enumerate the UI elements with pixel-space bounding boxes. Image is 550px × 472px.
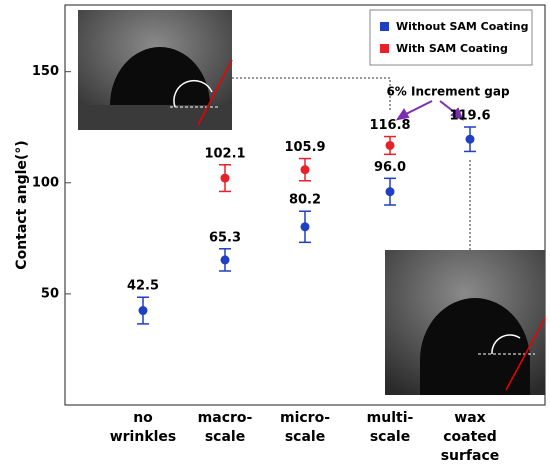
legend-swatch <box>380 22 389 31</box>
data-label: 42.5 <box>127 279 159 294</box>
inset-photo <box>78 10 232 130</box>
x-tick-label: macro-scale <box>198 410 253 445</box>
data-label: 116.8 <box>369 118 410 133</box>
point <box>301 165 310 174</box>
inset-photo <box>385 250 545 395</box>
point <box>466 135 475 144</box>
y-tick-label: 150 <box>32 64 59 79</box>
legend-label: With SAM Coating <box>396 42 508 55</box>
point <box>139 306 148 315</box>
data-label: 105.9 <box>284 140 325 155</box>
data-label: 119.6 <box>449 109 490 124</box>
x-tick-label: micro-scale <box>280 410 330 445</box>
chart: Contact angle(°) 6% Increment gap 50 100 1… <box>0 0 550 468</box>
page: Contact angle(°) 6% Increment gap 50 100 1… <box>0 0 550 472</box>
point <box>386 187 395 196</box>
data-label: 65.3 <box>209 230 241 245</box>
y-tick-label: 100 <box>32 175 59 190</box>
connector <box>232 78 390 112</box>
point <box>221 174 230 183</box>
legend-label: Without SAM Coating <box>396 20 528 33</box>
point <box>386 141 395 150</box>
y-tick-label: 50 <box>41 286 59 301</box>
data-label: 96.0 <box>374 160 406 175</box>
data-label: 102.1 <box>204 146 245 161</box>
point <box>301 222 310 231</box>
y-axis-label: Contact angle(°) <box>14 140 30 269</box>
legend <box>370 10 532 65</box>
legend-swatch <box>380 44 389 53</box>
point <box>221 255 230 264</box>
data-label: 80.2 <box>289 193 321 208</box>
x-tick-label: multi-scale <box>367 410 414 445</box>
annotation: 6% Increment gap <box>386 85 510 99</box>
